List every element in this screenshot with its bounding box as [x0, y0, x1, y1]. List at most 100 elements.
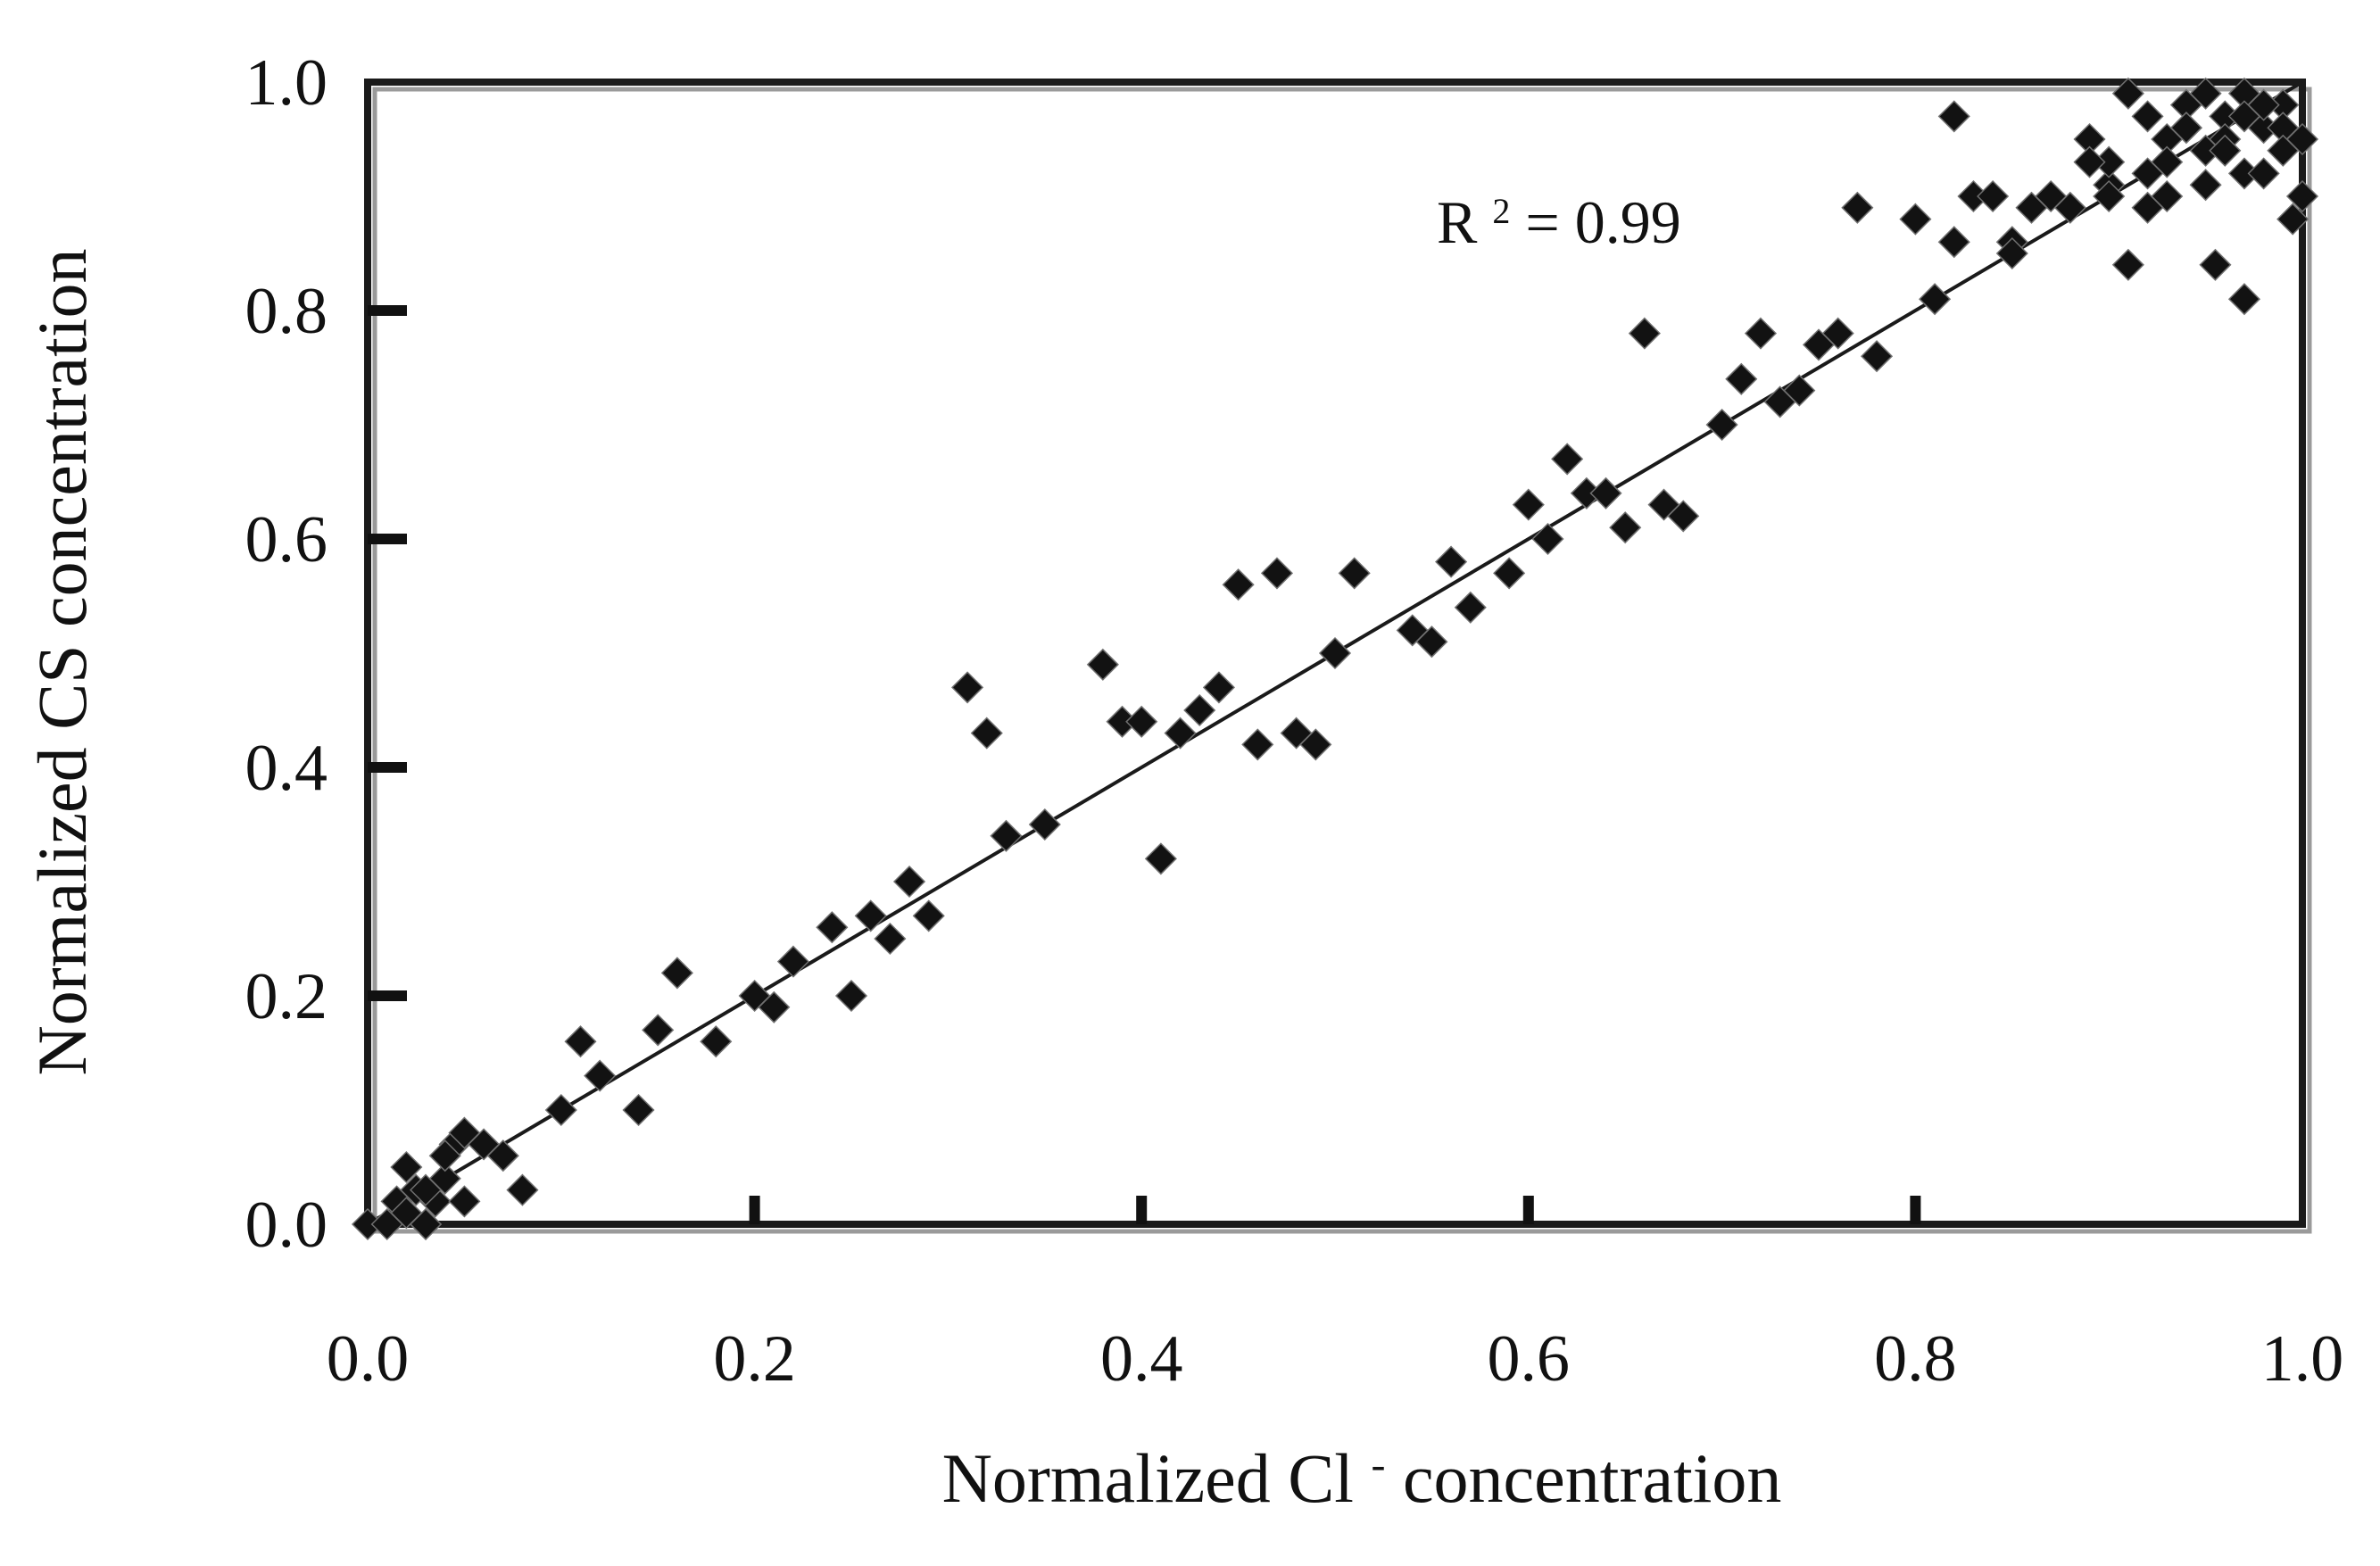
- data-point-0-121: [448, 1185, 481, 1218]
- y-tick-label-2: 0.4: [245, 732, 328, 805]
- data-point-0-81: [2053, 191, 2086, 224]
- x-axis-title: Normalized Cl - concentration: [942, 1439, 1782, 1517]
- data-point-0-72: [1860, 340, 1894, 373]
- plot-frame-layer: [364, 79, 2312, 1234]
- data-point-0-59: [1589, 476, 1622, 510]
- data-point-0-26: [816, 911, 849, 944]
- data-point-0-31: [912, 899, 945, 932]
- data-point-0-20: [642, 1014, 675, 1047]
- y-axis-title: Normalized CS concentration: [23, 248, 101, 1075]
- data-point-0-47: [1299, 728, 1332, 761]
- data-point-0-66: [1744, 317, 1778, 350]
- data-point-0-73: [1899, 203, 1932, 236]
- x-tick-label-0: 0.0: [327, 1322, 410, 1396]
- y-tick-label-5: 1.0: [245, 46, 328, 120]
- data-point-0-27: [834, 979, 868, 1013]
- data-point-0-75: [1937, 226, 1970, 259]
- data-point-0-68: [1783, 374, 1816, 407]
- data-point-0-56: [1531, 522, 1564, 556]
- data-point-0-95: [2151, 145, 2184, 178]
- data-point-0-24: [758, 990, 791, 1023]
- data-point-0-97: [2189, 77, 2222, 110]
- data-point-0-70: [1821, 317, 1854, 350]
- r-squared-annotation: R 2 = 0.99: [1437, 188, 1681, 256]
- plot-frame: [364, 79, 2306, 1228]
- data-point-0-71: [1841, 191, 1874, 224]
- data-point-0-111: [2247, 157, 2280, 190]
- data-point-0-41: [1183, 693, 1216, 727]
- data-point-0-118: [2073, 145, 2106, 178]
- data-point-0-74: [1919, 283, 1952, 316]
- data-points: [351, 77, 2319, 1241]
- data-point-0-28: [854, 899, 887, 932]
- x-tick-label-3: 0.6: [1488, 1322, 1571, 1396]
- data-point-0-18: [584, 1059, 617, 1092]
- x-axis-title-superscript: -: [1371, 1441, 1385, 1488]
- data-point-0-60: [1609, 511, 1642, 544]
- x-tick-label-4: 0.8: [1874, 1322, 1957, 1396]
- y-tick-label-3: 0.6: [245, 503, 328, 576]
- data-point-0-34: [990, 819, 1023, 852]
- data-point-0-16: [544, 1093, 577, 1127]
- data-point-0-64: [1705, 408, 1738, 442]
- data-point-0-57: [1551, 443, 1584, 476]
- data-point-0-11: [428, 1139, 461, 1172]
- data-point-0-119: [2276, 203, 2310, 236]
- data-point-0-36: [1086, 648, 1119, 681]
- data-point-0-104: [2189, 169, 2222, 202]
- data-point-0-77: [1977, 179, 2010, 213]
- r-squared-prefix: R: [1437, 188, 1478, 256]
- data-point-0-51: [1415, 626, 1448, 659]
- data-point-0-109: [2169, 112, 2202, 145]
- data-point-0-39: [1144, 842, 1177, 875]
- data-point-0-102: [2111, 77, 2144, 110]
- data-point-0-54: [1493, 557, 1526, 590]
- data-point-0-108: [2131, 191, 2164, 224]
- data-point-0-35: [1028, 808, 1061, 841]
- data-point-0-44: [1241, 728, 1274, 761]
- data-point-0-25: [776, 945, 810, 978]
- data-point-0-14: [486, 1139, 519, 1172]
- data-point-0-9: [390, 1150, 423, 1184]
- data-point-0-120: [409, 1207, 443, 1241]
- data-point-0-19: [622, 1093, 655, 1127]
- y-tick-label-4: 0.8: [245, 275, 328, 348]
- data-point-0-22: [700, 1025, 733, 1058]
- data-point-0-30: [892, 865, 926, 899]
- x-tick-label-2: 0.4: [1100, 1322, 1183, 1396]
- data-point-0-53: [1454, 591, 1487, 624]
- data-point-0-40: [1164, 717, 1197, 750]
- plot-frame-shadow: [372, 87, 2312, 1234]
- data-point-0-33: [970, 717, 1003, 750]
- data-point-0-17: [564, 1025, 597, 1058]
- data-point-0-61: [1628, 317, 1661, 350]
- data-point-0-29: [874, 922, 907, 956]
- x-tick-label-5: 1.0: [2261, 1322, 2344, 1396]
- data-point-0-45: [1260, 557, 1294, 590]
- data-point-0-112: [2285, 179, 2319, 213]
- data-point-0-117: [2093, 179, 2126, 213]
- data-point-0-55: [1512, 488, 1545, 521]
- data-point-0-63: [1667, 500, 1700, 533]
- tick-marks: [368, 305, 1921, 1224]
- data-point-0-15: [506, 1173, 539, 1206]
- data-point-0-21: [660, 957, 693, 990]
- x-axis-title-rest: concentration: [1403, 1439, 1781, 1517]
- data-point-0-115: [2199, 248, 2232, 281]
- data-point-0-84: [2111, 248, 2144, 281]
- y-tick-label-1: 0.2: [245, 960, 328, 1033]
- x-axis-title-main: Normalized Cl: [942, 1439, 1354, 1517]
- data-point-0-110: [2209, 134, 2242, 167]
- data-point-0-49: [1338, 557, 1371, 590]
- data-point-0-113: [1937, 100, 1970, 133]
- data-point-0-100: [2247, 88, 2280, 121]
- data-point-0-114: [1995, 236, 2028, 270]
- r-squared-superscript: 2: [1492, 191, 1510, 231]
- data-point-0-10: [409, 1173, 443, 1206]
- data-point-0-48: [1318, 636, 1352, 670]
- y-tick-label-0: 0.0: [245, 1189, 328, 1262]
- data-point-0-106: [2267, 134, 2300, 167]
- data-point-0-43: [1222, 568, 1255, 601]
